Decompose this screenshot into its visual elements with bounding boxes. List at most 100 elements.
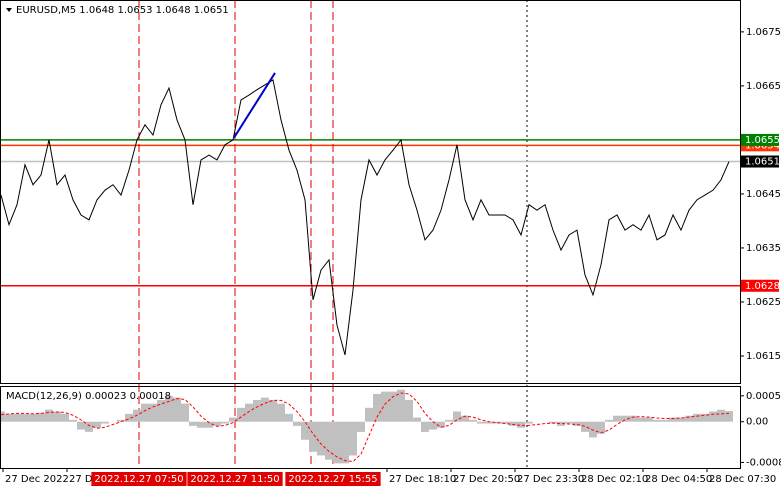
- macd-bar: [117, 419, 125, 422]
- macd-bar: [85, 421, 93, 432]
- macd-bar: [37, 412, 45, 422]
- macd-bar: [509, 421, 517, 426]
- macd-bar: [21, 413, 29, 422]
- vertical-line-label: 2022.12.27 11:50: [190, 474, 279, 485]
- macd-bar: [0, 411, 5, 422]
- macd-bar: [261, 397, 269, 422]
- macd-bar: [461, 415, 469, 422]
- macd-bar: [397, 389, 405, 422]
- vertical-line-label: 2022.12.27 15:55: [288, 474, 377, 485]
- macd-bar: [621, 415, 629, 422]
- x-tick-label: 27 Dec 2022: [5, 474, 69, 485]
- x-tick-label: 28 Dec 07:30: [709, 474, 776, 485]
- macd-bar: [221, 421, 229, 424]
- macd-bar: [5, 413, 13, 422]
- macd-header: MACD(12,26,9) 0.00023 0.00018: [6, 391, 171, 402]
- macd-bar: [629, 415, 637, 422]
- x-tick-label: 28 Dec 04:50: [645, 474, 712, 485]
- macd-bar: [429, 421, 437, 430]
- macd-bar: [205, 421, 213, 428]
- macd-bar: [301, 421, 309, 440]
- y-tick-label: 1.0615: [746, 351, 781, 362]
- macd-bar: [173, 397, 181, 422]
- y-tick-label: 0.00056: [746, 391, 781, 402]
- macd-bar: [637, 417, 645, 422]
- y-tick-label: 0.00: [746, 417, 768, 428]
- macd-bar: [165, 395, 173, 422]
- macd-bar: [413, 417, 421, 422]
- macd-bar: [685, 415, 693, 422]
- macd-bar: [389, 391, 397, 422]
- macd-bar: [357, 421, 365, 432]
- y-tick-label: 1.0635: [746, 243, 781, 254]
- macd-bar: [197, 421, 205, 428]
- macd-bar: [445, 419, 453, 422]
- macd-bar: [725, 411, 733, 422]
- price-line: [0, 79, 730, 356]
- macd-bar: [565, 421, 573, 424]
- macd-bar: [213, 421, 221, 426]
- macd-bar: [453, 411, 461, 422]
- macd-bar: [317, 421, 325, 456]
- macd-bar: [709, 411, 717, 422]
- macd-bar: [581, 421, 589, 432]
- x-tick-label: 27 Dec 20:50: [453, 474, 520, 485]
- level-label-box: [741, 133, 779, 146]
- y-tick-label: 1.0625: [746, 297, 781, 308]
- macd-bar: [381, 391, 389, 422]
- macd-bar: [157, 399, 165, 422]
- macd-bar: [69, 419, 77, 422]
- macd-bar: [693, 413, 701, 422]
- macd-bar: [405, 399, 413, 422]
- signal-line: [0, 392, 730, 463]
- macd-bar: [677, 417, 685, 422]
- macd-bar: [493, 421, 501, 424]
- symbol-header: EURUSD,M5 1.0648 1.0653 1.0648 1.0651: [16, 5, 229, 16]
- level-label: 1.0651: [745, 157, 780, 168]
- macd-bar: [477, 421, 485, 424]
- macd-bar: [501, 421, 509, 424]
- macd-panel: 0.00056 0.00 -0.00088: [0, 389, 781, 468]
- macd-bar: [237, 407, 245, 422]
- vertical-line-label-box: [91, 472, 187, 486]
- macd-bar: [421, 421, 429, 432]
- macd-bar: [149, 403, 157, 422]
- macd-bar: [45, 409, 53, 422]
- macd-bar: [277, 403, 285, 422]
- macd-bar: [573, 421, 581, 426]
- x-tick-label: 27 Dec 18:10: [389, 474, 456, 485]
- macd-bar: [309, 421, 317, 452]
- macd-bar: [437, 421, 445, 428]
- macd-bar: [373, 393, 381, 422]
- macd-bar: [525, 421, 533, 424]
- macd-frame: [0, 386, 741, 469]
- macd-bar: [141, 403, 149, 422]
- vertical-line-label-box: [285, 472, 381, 486]
- menu-arrow: [6, 8, 12, 12]
- macd-bar: [125, 413, 133, 422]
- macd-bar: [13, 413, 21, 422]
- macd-bar: [517, 421, 525, 428]
- macd-bar: [77, 421, 85, 430]
- macd-bar: [349, 421, 357, 456]
- x-tick-label: 28 Dec 02:10: [581, 474, 648, 485]
- x-tick-label: 27 Dec 23:30: [517, 474, 584, 485]
- macd-bar: [717, 409, 725, 422]
- x-tick-label: 27 Dec: [69, 474, 104, 485]
- y-tick-label: 1.0665: [746, 81, 781, 92]
- level-label: 1.0655: [745, 135, 780, 146]
- macd-bar: [469, 419, 477, 422]
- macd-bar: [253, 399, 261, 422]
- macd-bar: [669, 417, 677, 422]
- macd-bar: [285, 413, 293, 422]
- macd-bar: [613, 415, 621, 422]
- macd-bar: [485, 421, 493, 424]
- macd-bar: [269, 399, 277, 422]
- trend-line: [233, 72, 276, 139]
- macd-bar: [29, 413, 37, 422]
- y-tick-label: -0.00088: [746, 457, 781, 468]
- macd-bar: [181, 403, 189, 422]
- macd-bar: [597, 421, 605, 434]
